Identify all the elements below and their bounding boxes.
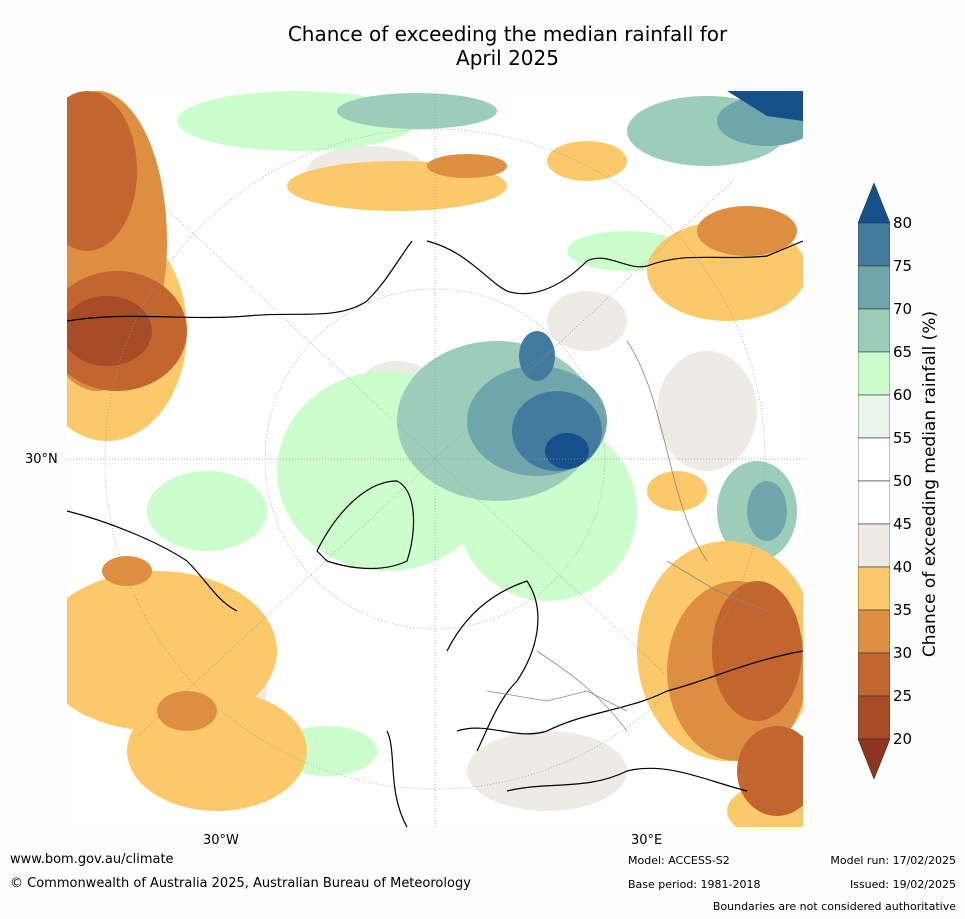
colorbar-tick: 30 (893, 644, 913, 662)
latitude-label-30n: 30°N (25, 452, 58, 467)
footer-model-run: Model run: 17/02/2025 (830, 854, 956, 867)
colorbar-bin (857, 222, 891, 267)
colorbar-tick: 20 (893, 730, 913, 748)
footer-model: Model: ACCESS-S2 (628, 854, 730, 867)
colorbar-bin (857, 437, 891, 482)
colorbar-tick: 55 (893, 429, 913, 447)
colorbar-tick: 80 (893, 214, 913, 232)
boundaries (486, 340, 768, 732)
colorbar-bin (857, 351, 891, 396)
probability-map (67, 91, 803, 827)
colorbar-tick: 35 (893, 601, 913, 619)
colorbar-bin (857, 523, 891, 568)
colorbar-bin (857, 695, 891, 740)
colorbar-tick: 60 (893, 386, 913, 404)
colorbar-tick: 75 (893, 257, 913, 275)
colorbar-bin (857, 738, 891, 780)
title-line-2: April 2025 (456, 46, 559, 70)
colorbar-tick: 65 (893, 343, 913, 361)
colorbar-bin (857, 394, 891, 439)
colorbar-tick: 50 (893, 472, 913, 490)
map-canvas (67, 91, 803, 827)
graticule (67, 91, 803, 827)
longitude-label-30e: 30°E (631, 833, 663, 848)
colorbar-bins (857, 182, 891, 780)
footer-base-period: Base period: 1981-2018 (628, 878, 761, 891)
colorbar-bin (857, 265, 891, 310)
title-line-1: Chance of exceeding the median rainfall … (287, 22, 728, 46)
colorbar-bin (857, 480, 891, 525)
colorbar-tick: 25 (893, 687, 913, 705)
map-title: Chance of exceeding the median rainfall … (140, 22, 875, 70)
colorbar-label: Chance of exceeding median rainfall (%) (920, 310, 940, 658)
colorbar-bin (857, 308, 891, 353)
coastlines (67, 240, 803, 827)
colorbar-tick: 40 (893, 558, 913, 576)
footer-copyright: © Commonwealth of Australia 2025, Austra… (10, 876, 471, 891)
colorbar-bin (857, 182, 891, 224)
footer-website-link[interactable]: www.bom.gov.au/climate (10, 852, 174, 867)
colorbar (857, 182, 891, 783)
longitude-label-30w: 30°W (203, 833, 239, 848)
colorbar-bin (857, 652, 891, 697)
colorbar-tick: 45 (893, 515, 913, 533)
colorbar-bin (857, 609, 891, 654)
blue-patches (512, 91, 803, 471)
footer-issued: Issued: 19/02/2025 (849, 878, 956, 891)
footer-disclaimer: Boundaries are not considered authoritat… (712, 900, 956, 913)
colorbar-svg (857, 182, 891, 780)
colorbar-tick: 70 (893, 300, 913, 318)
colorbar-bin (857, 566, 891, 611)
